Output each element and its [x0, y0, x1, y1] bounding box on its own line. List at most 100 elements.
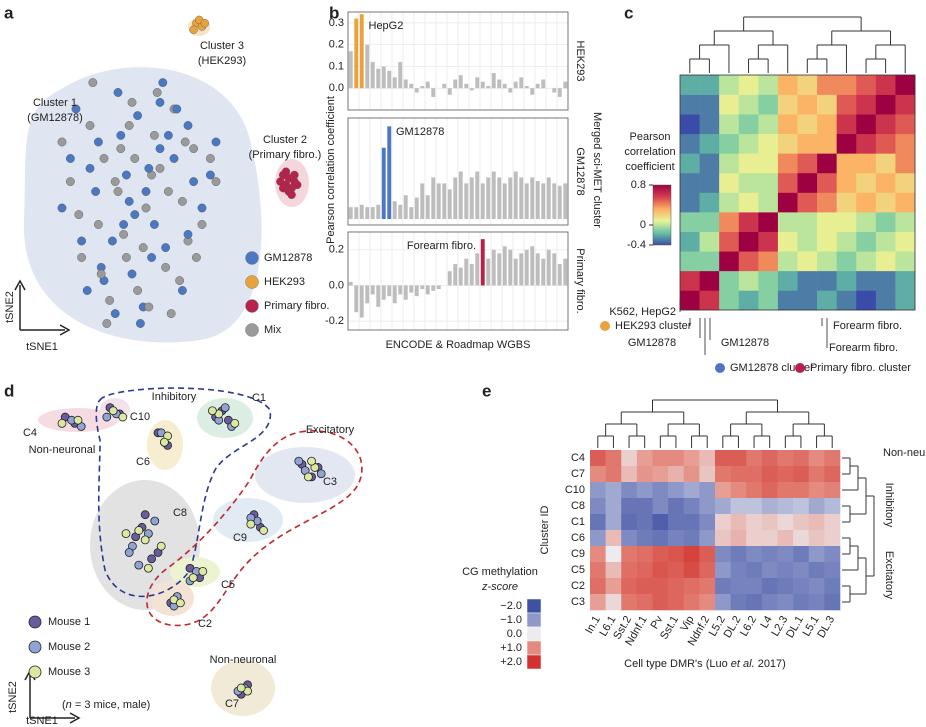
heatmap-cell [715, 578, 731, 595]
heatmap-cell [738, 251, 759, 272]
axis-label-part: Cell type DMR's (Luo [624, 658, 731, 670]
bar [420, 86, 425, 89]
bar [453, 79, 458, 89]
heatmap-cell [836, 212, 857, 232]
heatmap-cell [738, 212, 759, 232]
axis-label: ENCODE & Roadmap WGBS [386, 339, 531, 351]
heatmap-cell [856, 75, 877, 95]
heatmap-cell [652, 482, 669, 499]
legend-marker [28, 640, 42, 654]
heatmap-cell [680, 114, 700, 135]
heatmap-cell [758, 133, 779, 154]
bar [370, 207, 375, 220]
bar [469, 264, 474, 286]
point [140, 535, 150, 545]
point [175, 276, 185, 285]
legend-label: Mouse 2 [48, 641, 90, 653]
point [169, 154, 179, 163]
heatmap-cell [621, 482, 638, 499]
bar [414, 88, 419, 93]
group-outline [95, 387, 271, 598]
heatmap-cell [875, 75, 896, 95]
heatmap-cell [817, 231, 837, 252]
heatmap-cell [715, 450, 731, 467]
point [259, 526, 269, 535]
facet-label: Primary fibro. [574, 248, 586, 313]
bar [563, 81, 568, 89]
heatmap-cell [715, 482, 731, 499]
bar [486, 86, 491, 89]
point [77, 236, 87, 246]
point [116, 144, 126, 154]
colorbar-tick-label: 0.8 [631, 179, 646, 191]
bar [414, 285, 419, 297]
bar [464, 183, 469, 220]
arrow-head [14, 279, 71, 336]
legend-label: HEK293 cluster [615, 320, 692, 332]
heatmap-cell [793, 530, 810, 547]
heatmap-cell [797, 153, 818, 174]
heatmap-cell [730, 594, 747, 611]
heatmap-cell [824, 514, 841, 531]
point [189, 25, 198, 34]
bar [535, 83, 540, 89]
heatmap-cell [738, 153, 759, 174]
group-outline [146, 430, 363, 627]
legend-marker [245, 299, 259, 313]
bar [370, 62, 375, 89]
bar [535, 253, 540, 286]
heatmap-cell [699, 466, 716, 483]
heatmap-cell [636, 594, 653, 611]
heatmap-cell [808, 530, 825, 547]
heatmap-cell [895, 251, 916, 272]
heatmap-cell [652, 594, 669, 611]
heatmap-cell [699, 450, 716, 467]
heatmap-cell [715, 514, 731, 531]
cluster-label: C6 [136, 456, 150, 468]
colorbar-tick-label: +2.0 [500, 656, 522, 668]
heatmap-cell [680, 251, 700, 272]
bar [546, 177, 551, 220]
heatmap-cell [621, 546, 638, 563]
heatmap-cell [699, 594, 716, 611]
bar [458, 75, 463, 89]
point [158, 78, 168, 88]
heatmap-cell [856, 114, 877, 135]
point [144, 163, 154, 173]
heatmap-cell [797, 114, 818, 135]
cluster-label: C4 [23, 427, 37, 439]
annotation: GM12878 [396, 126, 444, 138]
point [113, 187, 123, 196]
heatmap-cell [738, 231, 759, 252]
point [149, 130, 159, 140]
heatmap-cell [605, 514, 622, 531]
heatmap-cell [836, 94, 857, 115]
heatmap-cell [777, 594, 794, 611]
heatmap-cell [761, 546, 778, 563]
point [205, 154, 215, 163]
heatmap-cell [797, 231, 818, 252]
bar [557, 88, 562, 97]
heatmap-cell [746, 482, 763, 499]
heatmap-cell [761, 578, 778, 595]
bar [508, 177, 513, 220]
legend-label: GM12878 cluster [730, 362, 814, 374]
heatmap-cell [652, 466, 669, 483]
point [77, 253, 87, 262]
heatmap-cell [797, 133, 818, 154]
point [74, 210, 84, 220]
heatmap-cell [758, 153, 779, 174]
point [230, 418, 240, 428]
heatmap-cell [699, 75, 720, 95]
heatmap-cell [777, 114, 798, 135]
heatmap-cell [683, 514, 700, 531]
heatmap-cell [824, 578, 841, 595]
heatmap-cell [590, 498, 606, 515]
legend-marker [600, 321, 610, 331]
heatmap-cell [668, 530, 685, 547]
heatmap-cell [797, 172, 818, 193]
heatmap-cell [680, 212, 700, 232]
heatmap-cell [621, 498, 638, 515]
heatmap-cell [738, 290, 759, 311]
heatmap-cell [797, 270, 818, 291]
